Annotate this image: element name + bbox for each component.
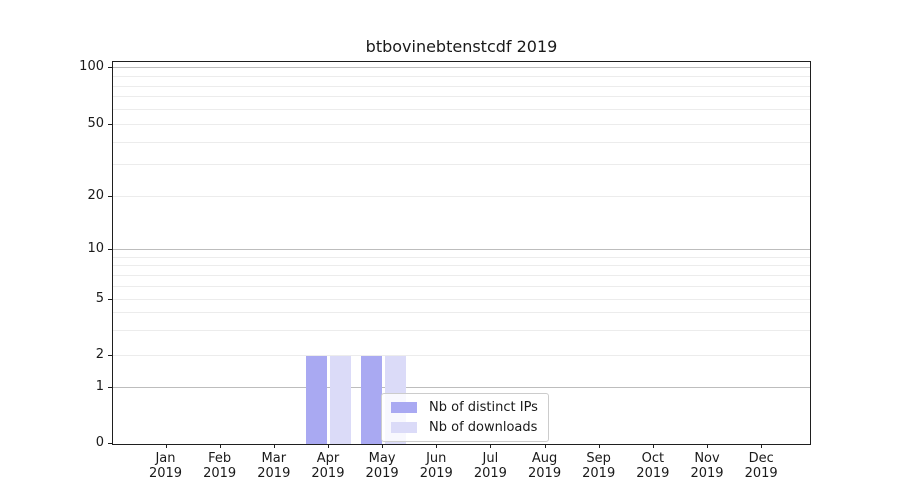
legend-label: Nb of distinct IPs [429, 400, 538, 415]
x-axis-tick-label: Dec 2019 [734, 451, 788, 481]
y-axis-tick-label: 1 [95, 378, 104, 394]
gridline-minor [113, 312, 810, 314]
y-axis-tick-label: 100 [79, 59, 104, 75]
x-axis-tick-mark [707, 444, 708, 448]
gridline-minor [113, 141, 810, 143]
x-axis-tick-year: 2019 [582, 466, 616, 481]
x-axis-tick-label: Jan 2019 [139, 451, 193, 481]
y-axis-tick-label: 2 [95, 346, 104, 362]
x-axis-tick-label: Jul 2019 [463, 451, 517, 481]
gridline-minor [113, 298, 810, 300]
y-axis-tick-mark [108, 124, 112, 126]
x-axis-tick-year: 2019 [148, 466, 183, 481]
x-axis-tick-mark [761, 444, 763, 448]
bar-distinct-ips-may [360, 355, 382, 444]
x-axis-tick-label: Feb 2019 [193, 451, 247, 481]
y-axis-tick-mark [108, 298, 112, 300]
chart-title: btbovinebtenstcdf 2019 [365, 37, 558, 56]
x-axis-tick-mark [165, 444, 167, 448]
y-axis-tick-mark [108, 67, 112, 69]
x-axis-tick-year: 2019 [473, 466, 507, 481]
gridline-minor [113, 85, 810, 87]
y-axis-tick-mark [108, 195, 112, 197]
x-axis-tick-mark [544, 444, 546, 448]
x-axis-tick-year: 2019 [203, 466, 237, 481]
x-axis-tick-mark [327, 444, 329, 448]
x-axis-tick-year: 2019 [365, 466, 399, 481]
x-axis-tick-mark [382, 444, 384, 448]
gridline-minor [113, 256, 810, 258]
gridline-major [113, 386, 810, 388]
x-axis-tick-label: Sep 2019 [572, 451, 626, 481]
y-axis-tick-label: 5 [95, 290, 104, 306]
x-axis-tick-mark [219, 444, 221, 448]
gridline-minor [113, 329, 810, 331]
gridline-minor [113, 109, 810, 111]
y-axis-tick-label: 50 [87, 116, 104, 132]
x-axis-tick-year: 2019 [690, 466, 724, 481]
x-axis-tick-year: 2019 [419, 466, 453, 481]
x-axis-tick-label: Apr 2019 [301, 451, 355, 481]
x-axis-tick-year: 2019 [257, 466, 291, 481]
gridline-major [113, 249, 810, 251]
gridline-minor [113, 274, 810, 276]
x-axis-tick-year: 2019 [311, 466, 345, 481]
x-axis-tick-year: 2019 [636, 466, 670, 481]
legend-entry: Nb of distinct IPs [391, 400, 538, 415]
bar-distinct-ips-apr [306, 355, 328, 444]
x-axis-tick-year: 2019 [744, 466, 778, 481]
plot-area: Nb of distinct IPs Nb of downloads [112, 61, 811, 445]
gridline-minor [113, 164, 810, 166]
x-axis-tick-year: 2019 [528, 466, 562, 481]
gridline-minor [113, 354, 810, 356]
gridline-minor [113, 75, 810, 77]
gridline-major [113, 67, 810, 69]
legend: Nb of distinct IPs Nb of downloads [381, 393, 549, 442]
x-axis-tick-label: Nov 2019 [680, 451, 734, 481]
gridline-minor [113, 96, 810, 98]
y-axis-tick-mark [108, 354, 112, 356]
y-axis-tick-mark [108, 386, 112, 388]
y-axis-tick-label: 20 [87, 187, 104, 203]
gridline-minor [113, 124, 810, 126]
x-axis-tick-label: May 2019 [355, 451, 409, 481]
y-axis-tick-label: 0 [95, 435, 104, 450]
x-axis-tick-mark [436, 444, 438, 448]
legend-label: Nb of downloads [429, 420, 538, 435]
gridline-minor [113, 265, 810, 267]
legend-swatch [391, 402, 417, 413]
x-axis-tick-mark [652, 444, 654, 448]
legend-swatch [391, 422, 417, 433]
x-axis-tick-mark [490, 444, 492, 448]
x-axis-tick-mark [598, 444, 600, 448]
x-axis-tick-label: Mar 2019 [247, 451, 301, 481]
y-axis-tick-mark [108, 443, 112, 444]
x-axis-tick-label: Oct 2019 [626, 451, 680, 481]
x-axis-tick-label: Jun 2019 [409, 451, 463, 481]
gridline-minor [113, 195, 810, 197]
x-axis-tick-label: Aug 2019 [518, 451, 572, 481]
y-axis-tick-label: 10 [87, 241, 104, 257]
y-axis-tick-mark [108, 249, 112, 251]
bar-downloads-apr [330, 355, 352, 444]
x-axis-tick-mark [273, 444, 275, 448]
legend-entry: Nb of downloads [391, 420, 538, 435]
gridline-minor [113, 285, 810, 287]
